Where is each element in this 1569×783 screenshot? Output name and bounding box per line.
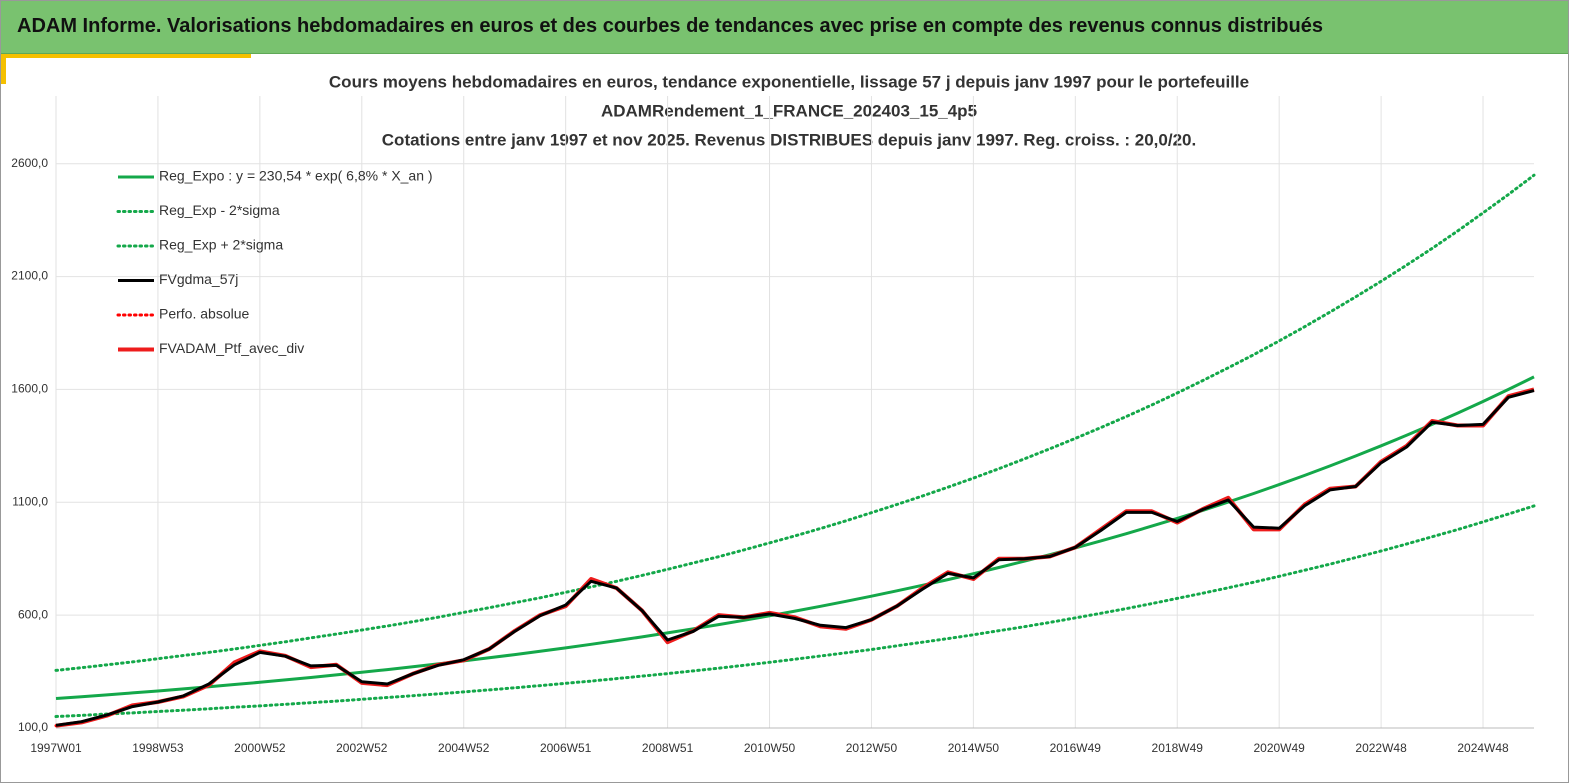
- series-line: [54, 504, 1536, 718]
- chart-title: Cotations entre janv 1997 et nov 2025. R…: [382, 130, 1196, 149]
- chart-title: ADAMRendement_1_FRANCE_202403_15_4p5: [601, 101, 977, 120]
- x-tick-label: 2014W50: [948, 741, 1000, 755]
- x-tick-label: 2016W49: [1050, 741, 1102, 755]
- series-line: [55, 387, 1535, 728]
- legend-label: Reg_Exp - 2*sigma: [159, 202, 280, 218]
- y-tick-label: 1100,0: [12, 494, 48, 508]
- y-tick-label: 2600,0: [11, 156, 48, 170]
- y-tick-label: 2100,0: [11, 269, 48, 283]
- x-tick-label: 2024W48: [1457, 741, 1509, 755]
- header: ADAM Informe. Valorisations hebdomadaire…: [1, 1, 1568, 54]
- x-tick-label: 2012W50: [846, 741, 898, 755]
- x-tick-label: 2022W48: [1355, 741, 1407, 755]
- series-line: [54, 173, 1536, 672]
- chart: Cours moyens hebdomadaires en euros, ten…: [11, 72, 1536, 755]
- x-tick-label: 2008W51: [642, 741, 694, 755]
- series-line: [55, 375, 1535, 700]
- header-title: ADAM Informe. Valorisations hebdomadaire…: [17, 15, 1323, 37]
- legend-label: FVgdma_57j: [159, 271, 238, 287]
- x-tick-label: 2004W52: [438, 741, 490, 755]
- legend-label: Reg_Expo : y = 230,54 * exp( 6,8% * X_an…: [159, 168, 433, 184]
- legend-label: Perfo. absolue: [159, 306, 249, 322]
- x-tick-label: 2006W51: [540, 741, 592, 755]
- x-tick-label: 2018W49: [1152, 741, 1204, 755]
- x-tick-label: 2010W50: [744, 741, 796, 755]
- y-tick-label: 1600,0: [11, 382, 48, 396]
- series-line: [54, 387, 1536, 728]
- chart-title: Cours moyens hebdomadaires en euros, ten…: [329, 72, 1249, 91]
- legend-label: Reg_Exp + 2*sigma: [159, 237, 283, 253]
- series-line: [55, 389, 1535, 727]
- x-tick-label: 2002W52: [336, 741, 388, 755]
- x-tick-label: 1998W53: [132, 741, 184, 755]
- y-tick-label: 600,0: [18, 607, 48, 621]
- legend-label: FVADAM_Ptf_avec_div: [159, 340, 304, 356]
- x-tick-label: 2000W52: [234, 741, 286, 755]
- x-tick-label: 2020W49: [1253, 741, 1305, 755]
- accent: [1, 54, 6, 84]
- x-tick-label: 1997W01: [30, 741, 82, 755]
- y-tick-label: 100,0: [18, 720, 48, 734]
- accent: [1, 54, 251, 58]
